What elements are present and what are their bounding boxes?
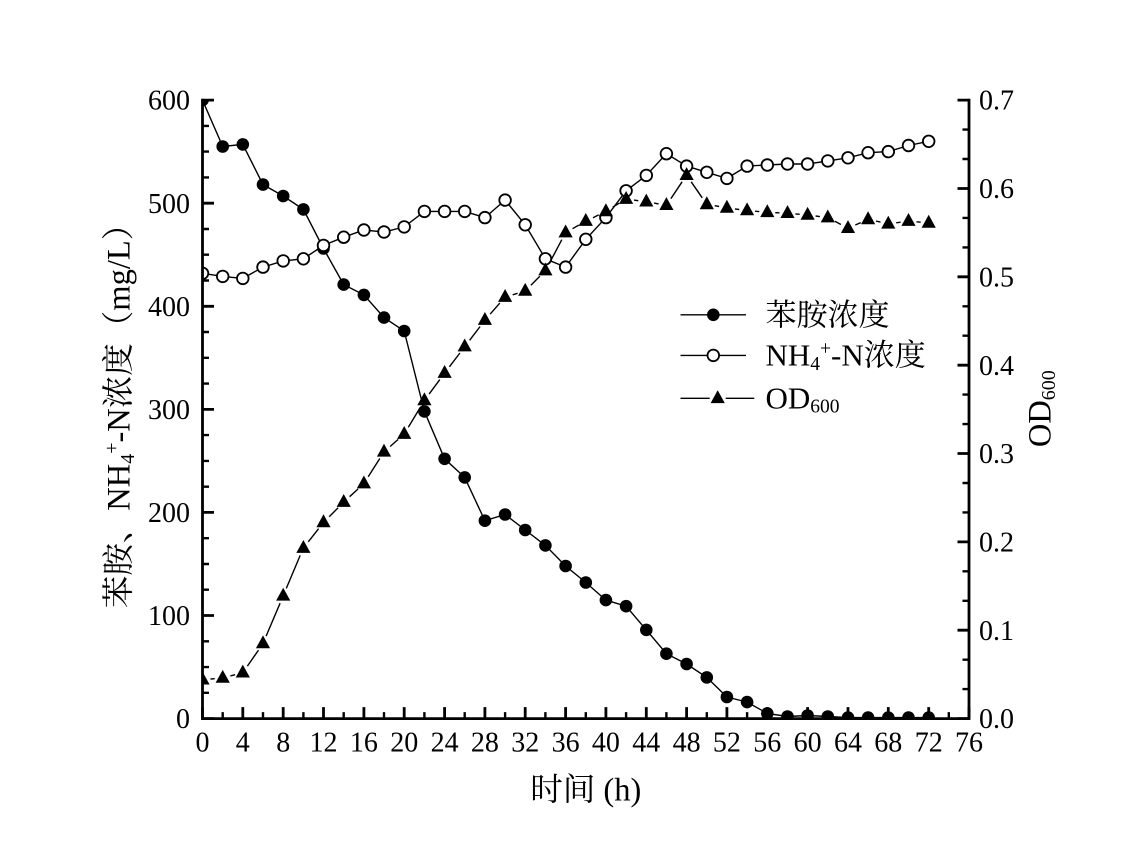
svg-text:24: 24 bbox=[431, 728, 459, 759]
svg-text:500: 500 bbox=[148, 189, 190, 220]
svg-text:OD: OD bbox=[1023, 400, 1059, 447]
svg-text:0.2: 0.2 bbox=[979, 528, 1014, 559]
svg-text:+: + bbox=[101, 443, 123, 454]
svg-text:76: 76 bbox=[955, 728, 983, 759]
svg-text:+: + bbox=[820, 339, 831, 360]
svg-text:0.0: 0.0 bbox=[979, 704, 1014, 735]
svg-text:4: 4 bbox=[117, 454, 139, 464]
svg-text:60: 60 bbox=[794, 728, 822, 759]
svg-text:68: 68 bbox=[874, 728, 902, 759]
svg-text:100: 100 bbox=[148, 601, 190, 632]
svg-text:40: 40 bbox=[592, 728, 620, 759]
svg-text:0.3: 0.3 bbox=[979, 439, 1014, 470]
svg-text:8: 8 bbox=[276, 728, 290, 759]
svg-text:0.4: 0.4 bbox=[979, 351, 1014, 382]
svg-text:56: 56 bbox=[753, 728, 781, 759]
svg-text:600: 600 bbox=[1038, 370, 1060, 400]
svg-text:0.1: 0.1 bbox=[979, 616, 1014, 647]
svg-text:0: 0 bbox=[196, 728, 210, 759]
svg-text:48: 48 bbox=[673, 728, 701, 759]
svg-text:4: 4 bbox=[810, 354, 820, 375]
svg-text:52: 52 bbox=[713, 728, 741, 759]
svg-text:mg/L: mg/L bbox=[102, 240, 138, 310]
svg-text:-N: -N bbox=[831, 338, 864, 373]
svg-text:0: 0 bbox=[176, 704, 190, 735]
svg-text:-N: -N bbox=[102, 408, 138, 442]
svg-text:600: 600 bbox=[810, 397, 839, 418]
svg-text:(h): (h) bbox=[603, 773, 641, 809]
svg-text:44: 44 bbox=[632, 728, 660, 759]
svg-text:300: 300 bbox=[148, 395, 190, 426]
svg-text:64: 64 bbox=[834, 728, 862, 759]
svg-text:0.6: 0.6 bbox=[979, 174, 1014, 205]
svg-text:NH: NH bbox=[766, 338, 811, 373]
svg-text:4: 4 bbox=[236, 728, 250, 759]
svg-text:28: 28 bbox=[471, 728, 499, 759]
svg-text:600: 600 bbox=[148, 86, 190, 117]
svg-text:0.7: 0.7 bbox=[979, 86, 1014, 117]
svg-text:12: 12 bbox=[310, 728, 338, 759]
svg-text:20: 20 bbox=[390, 728, 418, 759]
svg-text:400: 400 bbox=[148, 292, 190, 323]
svg-text:200: 200 bbox=[148, 498, 190, 529]
svg-text:OD: OD bbox=[766, 380, 811, 415]
svg-text:72: 72 bbox=[915, 728, 943, 759]
svg-text:NH: NH bbox=[102, 464, 138, 511]
svg-text:32: 32 bbox=[511, 728, 539, 759]
svg-text:36: 36 bbox=[552, 728, 580, 759]
svg-text:0.5: 0.5 bbox=[979, 262, 1014, 293]
svg-text:16: 16 bbox=[350, 728, 378, 759]
